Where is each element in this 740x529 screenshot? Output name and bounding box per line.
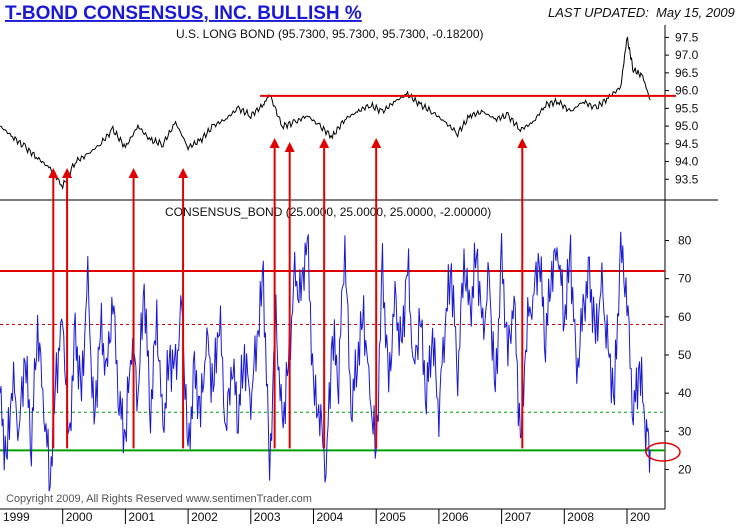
reference-lines: [0, 270, 665, 452]
bond-y-tick-label: 95.0: [675, 119, 699, 133]
bond-price-line: [0, 36, 651, 191]
bond-y-ticks: 97.5 97.0 96.5 96.0 95.5 95.0 94.5 94.0 93.5: [665, 30, 699, 186]
bond-y-tick-label: 94.5: [675, 137, 699, 151]
page-title: T-BOND CONSENSUS, INC. BULLISH %: [5, 3, 362, 24]
bond-y-tick-label: 96.0: [675, 84, 699, 98]
year-tick-label: 2007: [505, 510, 532, 524]
year-tick-label: 2006: [442, 510, 469, 524]
year-ticks: 1999 2000 2001 2002 2003 2004 2005 2006 2007 2008…: [3, 510, 650, 524]
bond-y-tick-label: 97.0: [675, 48, 699, 62]
year-tick-label: 2003: [254, 510, 281, 524]
copyright-text: Copyright 2009, All Rights Reserved www.…: [6, 493, 312, 505]
bond-y-tick-label: 94.0: [675, 155, 699, 169]
consensus-y-tick-label: 50: [678, 348, 692, 362]
bond-y-tick-label: 95.5: [675, 101, 699, 115]
consensus-y-tick-label: 40: [678, 386, 692, 400]
consensus-y-ticks: 80 70 60 50 40 30 20: [665, 234, 692, 476]
year-gridlines: [62, 509, 628, 524]
year-tick-label: 2008: [567, 510, 594, 524]
consensus-y-tick-label: 30: [678, 424, 692, 438]
year-tick-label: 2000: [66, 510, 93, 524]
signal-arrows: [48, 138, 528, 449]
bond-y-tick-label: 97.5: [675, 30, 699, 44]
consensus-y-tick-label: 60: [678, 310, 692, 324]
consensus-line: [0, 231, 651, 492]
year-tick-label: 200: [630, 510, 650, 524]
consensus-y-tick-label: 20: [678, 462, 692, 476]
consensus-y-tick-label: 80: [678, 234, 692, 248]
year-tick-label: 1999: [3, 510, 30, 524]
bond-y-tick-label: 93.5: [675, 172, 699, 186]
consensus-y-tick-label: 70: [678, 272, 692, 286]
year-tick-label: 2001: [128, 510, 155, 524]
latest-reading-circle: [645, 442, 681, 462]
year-tick-label: 2005: [379, 510, 406, 524]
last-updated-date: May 15, 2009: [656, 5, 735, 20]
year-tick-label: 2002: [191, 510, 218, 524]
year-tick-label: 2004: [317, 510, 344, 524]
last-updated-label: LAST UPDATED:: [548, 5, 649, 20]
bond-y-tick-label: 96.5: [675, 66, 699, 80]
consensus-panel-title: CONSENSUS_BOND (25.0000, 25.0000, 25.000…: [165, 205, 491, 219]
bond-panel-title: U.S. LONG BOND (95.7300, 95.7300, 95.730…: [176, 27, 484, 41]
